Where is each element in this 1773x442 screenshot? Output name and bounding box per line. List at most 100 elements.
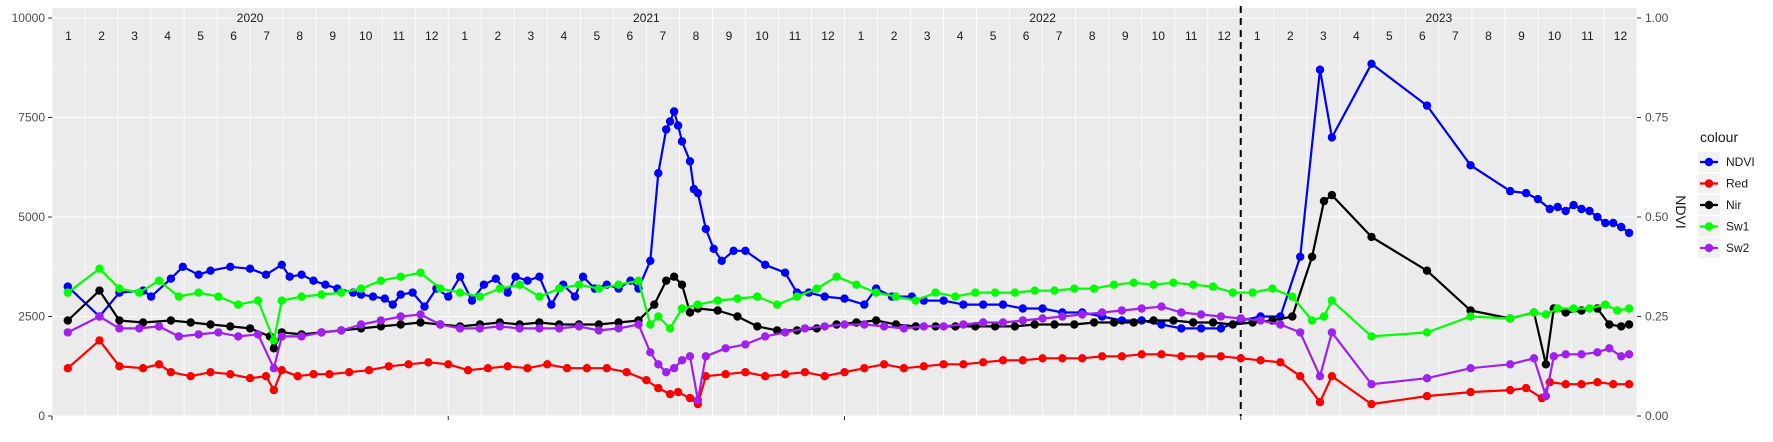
month-label: 6 — [230, 29, 237, 43]
data-point-sw1 — [495, 284, 504, 293]
data-point-red — [665, 389, 675, 399]
data-point-sw1 — [535, 292, 544, 301]
data-point-ndvi — [1521, 188, 1531, 198]
data-point-sw2 — [1506, 360, 1515, 369]
data-point-sw2 — [356, 320, 366, 329]
data-point-sw1 — [63, 288, 72, 297]
data-point-nir — [650, 300, 659, 309]
data-point-red — [1137, 350, 1146, 359]
data-point-nir — [1070, 320, 1079, 329]
data-point-red — [1256, 356, 1265, 365]
month-label: 12 — [425, 29, 439, 43]
data-point-sw2 — [1276, 320, 1285, 329]
data-point-sw2 — [1617, 352, 1626, 361]
month-label: 4 — [957, 29, 964, 43]
legend-key-point — [1704, 157, 1714, 167]
data-point-ndvi — [729, 246, 738, 255]
data-point-sw1 — [1010, 288, 1020, 297]
data-point-sw1 — [1613, 306, 1622, 315]
data-point-red — [325, 370, 334, 379]
data-point-red — [840, 368, 849, 377]
data-point-red — [1236, 354, 1246, 363]
month-label: 1 — [1254, 29, 1261, 43]
data-point-sw2 — [214, 328, 223, 337]
data-point-sw2 — [646, 348, 655, 357]
data-point-sw1 — [95, 264, 104, 273]
data-point-sw1 — [253, 296, 263, 305]
data-point-nir — [166, 316, 176, 325]
data-point-nir — [713, 306, 722, 315]
data-point-sw2 — [1196, 310, 1206, 319]
data-point-red — [1609, 380, 1618, 389]
data-point-ndvi — [368, 292, 378, 301]
data-point-nir — [685, 308, 695, 317]
data-point-sw2 — [677, 356, 687, 365]
month-label: 4 — [560, 29, 567, 43]
data-point-ndvi — [285, 272, 294, 281]
data-point-sw2 — [1605, 344, 1614, 353]
month-label: 10 — [1152, 29, 1166, 43]
data-point-ndvi — [1367, 59, 1376, 68]
month-label: 7 — [1452, 29, 1459, 43]
data-point-sw1 — [654, 312, 663, 321]
data-point-red — [166, 368, 176, 377]
data-point-ndvi — [356, 290, 366, 299]
data-point-red — [939, 360, 948, 369]
data-point-sw1 — [1109, 280, 1119, 289]
data-point-sw1 — [1624, 304, 1634, 313]
data-point-sw2 — [1315, 372, 1325, 381]
data-point-red — [959, 360, 968, 369]
data-point-sw2 — [1038, 314, 1047, 323]
data-point-ndvi — [669, 107, 679, 116]
legend-key-point — [1704, 243, 1714, 253]
data-point-ndvi — [693, 188, 703, 198]
data-point-ndvi — [146, 292, 156, 301]
y-right-tick-label: 0.25 — [1645, 310, 1669, 324]
data-point-red — [245, 374, 255, 383]
data-point-sw2 — [1549, 352, 1559, 361]
data-point-sw1 — [356, 284, 366, 293]
y-left-tick-label: 0 — [38, 409, 45, 423]
data-point-sw2 — [337, 326, 346, 335]
year-label: 2020 — [237, 11, 264, 25]
data-point-sw1 — [1422, 328, 1432, 337]
data-point-sw1 — [277, 296, 286, 305]
data-point-red — [1038, 354, 1047, 363]
data-point-sw2 — [669, 364, 679, 373]
legend-label: Sw1 — [1726, 220, 1750, 234]
month-label: 8 — [1089, 29, 1096, 43]
legend-key-point — [1704, 222, 1714, 231]
data-point-red — [1422, 391, 1432, 401]
data-point-nir — [669, 272, 679, 281]
data-point-ndvi — [511, 272, 520, 281]
data-point-ndvi — [578, 272, 588, 281]
data-point-sw2 — [1137, 304, 1146, 313]
data-point-red — [115, 362, 124, 371]
data-point-sw2 — [939, 322, 948, 331]
data-point-sw2 — [574, 322, 584, 331]
data-point-red — [269, 385, 279, 395]
data-point-red — [424, 358, 433, 367]
data-point-sw2 — [277, 332, 286, 341]
data-point-nir — [206, 320, 215, 329]
data-point-sw1 — [214, 292, 223, 301]
data-point-sw1 — [135, 288, 144, 297]
data-point-nir — [226, 322, 235, 331]
data-point-ndvi — [840, 294, 849, 303]
data-point-sw1 — [1319, 312, 1329, 321]
data-point-sw2 — [1157, 302, 1166, 311]
data-point-red — [1058, 354, 1067, 363]
data-point-sw2 — [1117, 306, 1127, 315]
data-point-ndvi — [1296, 252, 1305, 261]
data-point-sw1 — [1228, 288, 1238, 297]
data-point-sw1 — [665, 324, 675, 333]
data-point-nir — [614, 318, 623, 327]
data-point-red — [293, 372, 302, 381]
month-label: 4 — [164, 29, 171, 43]
data-point-sw2 — [495, 322, 504, 331]
data-point-red — [1078, 354, 1087, 363]
data-point-ndvi — [1609, 218, 1618, 228]
month-label: 2 — [891, 29, 898, 43]
data-point-red — [673, 387, 683, 397]
data-point-ndvi — [455, 272, 465, 281]
